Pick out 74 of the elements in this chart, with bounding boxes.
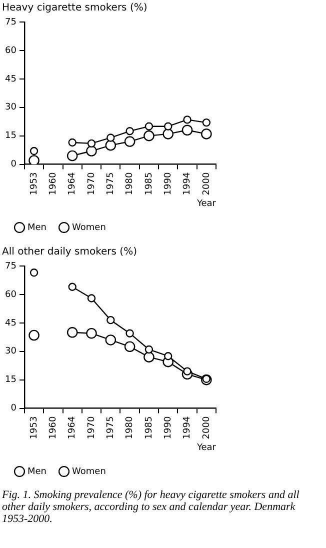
x-tick-label: 1980 bbox=[125, 416, 136, 440]
point bbox=[106, 316, 115, 324]
x-tick-label: 1994 bbox=[182, 416, 193, 440]
point bbox=[144, 352, 154, 362]
x-tick-label: 1953 bbox=[29, 172, 40, 196]
legend-label: Women bbox=[72, 222, 106, 233]
x-tick-label: 1980 bbox=[125, 172, 136, 196]
point bbox=[182, 124, 193, 136]
x-tick-label: 1990 bbox=[163, 416, 174, 440]
point bbox=[201, 128, 212, 140]
x-tick-label: 1994 bbox=[182, 172, 193, 196]
legend-label: Men bbox=[28, 466, 47, 477]
point bbox=[86, 328, 97, 339]
x-axis-title: Year bbox=[196, 442, 216, 453]
point bbox=[183, 367, 192, 376]
point bbox=[164, 122, 172, 130]
point bbox=[68, 138, 76, 147]
y-tick-label: 15 bbox=[5, 375, 16, 386]
point bbox=[28, 155, 40, 164]
legend-label: Women bbox=[72, 466, 106, 477]
point bbox=[124, 136, 136, 147]
point bbox=[30, 146, 38, 156]
point bbox=[202, 374, 211, 383]
point bbox=[126, 329, 134, 338]
x-tick-label: 1985 bbox=[144, 172, 154, 196]
point bbox=[183, 116, 192, 124]
point bbox=[68, 282, 76, 291]
x-tick-label: 1964 bbox=[68, 172, 78, 196]
x-tick-label: 1964 bbox=[68, 416, 78, 440]
x-tick-label: 1960 bbox=[48, 416, 59, 440]
y-tick-label: 45 bbox=[5, 74, 16, 84]
x-tick-label: 1975 bbox=[106, 172, 116, 196]
point bbox=[144, 345, 154, 354]
point bbox=[66, 327, 78, 338]
point bbox=[164, 352, 172, 360]
point bbox=[105, 334, 116, 346]
y-tick-label: 30 bbox=[5, 346, 17, 357]
y-tick-label: 60 bbox=[5, 290, 17, 300]
x-tick-label: 2000 bbox=[202, 416, 212, 440]
point bbox=[144, 122, 154, 130]
point bbox=[106, 134, 115, 142]
point bbox=[87, 139, 96, 148]
x-axis-title: Year bbox=[196, 198, 216, 209]
x-tick-label: 1985 bbox=[144, 416, 154, 440]
x-tick-label: 1970 bbox=[86, 416, 97, 440]
y-tick-label: 0 bbox=[10, 160, 17, 170]
x-tick-label: 1970 bbox=[86, 172, 97, 196]
point bbox=[86, 146, 97, 156]
point bbox=[144, 130, 154, 142]
point bbox=[87, 294, 96, 302]
y-tick-label: 75 bbox=[5, 17, 16, 28]
point bbox=[202, 118, 211, 127]
legend-label: Men bbox=[28, 222, 47, 233]
x-tick-label: 1953 bbox=[29, 416, 40, 440]
y-tick-label: 60 bbox=[5, 46, 17, 56]
point bbox=[126, 126, 134, 136]
caption: Fig. 1. Smoking prevalence (%) for heavy cigarette smokers and all other daily smokers, according to sex and calendar year. Denmark 1953-2000. bbox=[2, 489, 300, 525]
y-tick-label: 30 bbox=[5, 102, 17, 113]
chart-title: Heavy cigarette smokers (%) bbox=[2, 2, 148, 14]
point bbox=[105, 140, 116, 151]
point bbox=[28, 330, 40, 341]
chart-title: All other daily smokers (%) bbox=[2, 246, 138, 258]
x-tick-label: 1990 bbox=[163, 172, 174, 196]
point bbox=[66, 150, 78, 162]
x-tick-label: 1975 bbox=[106, 416, 116, 440]
point bbox=[30, 268, 38, 277]
x-tick-label: 2000 bbox=[202, 172, 212, 196]
point bbox=[162, 128, 174, 140]
y-tick-label: 0 bbox=[10, 404, 17, 414]
y-tick-label: 75 bbox=[5, 261, 16, 272]
y-tick-label: 45 bbox=[5, 318, 16, 328]
x-tick-label: 1960 bbox=[48, 172, 59, 196]
point bbox=[124, 341, 136, 352]
y-tick-label: 15 bbox=[5, 131, 16, 142]
